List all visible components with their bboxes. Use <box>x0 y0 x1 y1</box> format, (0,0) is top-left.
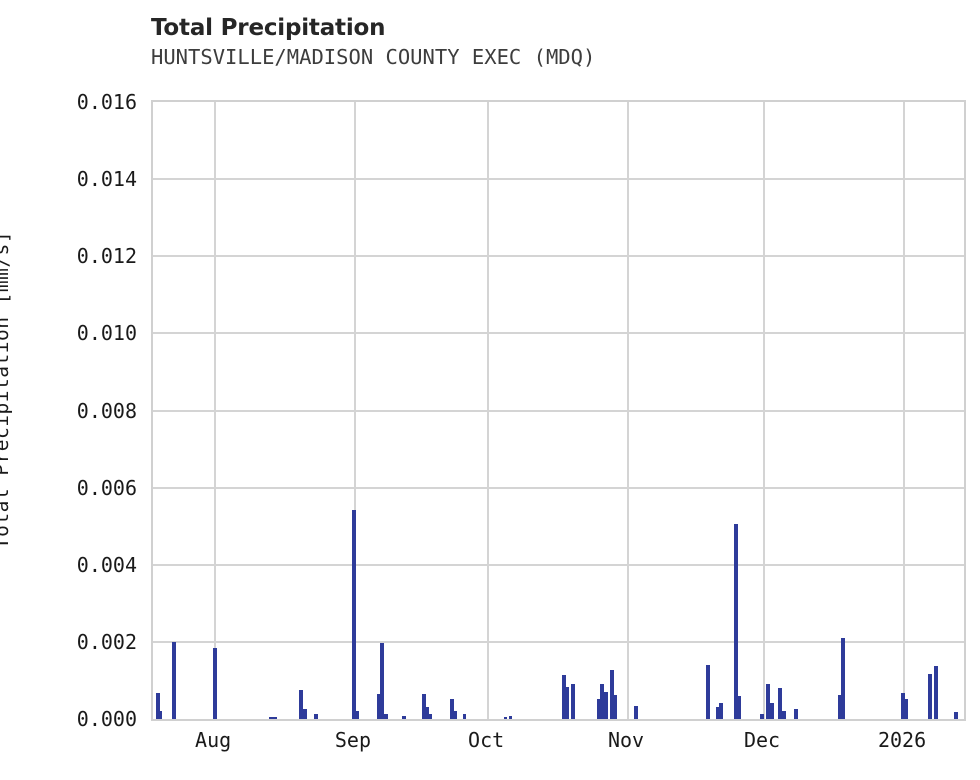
y-axis-tick-label: 0.014 <box>76 167 137 192</box>
bar <box>299 689 303 719</box>
x-axis-tick-label: Dec <box>743 728 781 752</box>
y-axis-tick-label: 0.004 <box>76 552 137 577</box>
bar <box>719 703 723 719</box>
y-axis-tick-label: 0.012 <box>76 244 137 269</box>
bar <box>904 698 908 719</box>
bar <box>706 665 710 719</box>
bar <box>934 665 938 719</box>
y-axis-label: Total Precipitation [mm/s] <box>0 230 13 550</box>
bar <box>565 686 569 719</box>
y-axis-tick-label: 0.008 <box>76 398 137 423</box>
bar <box>402 715 406 719</box>
bar <box>352 510 356 719</box>
chart-subtitle: HUNTSVILLE/MADISON COUNTY EXEC (MDQ) <box>151 45 596 69</box>
title-block: Total Precipitation HUNTSVILLE/MADISON C… <box>151 14 951 71</box>
y-axis-tick-label: 0.006 <box>76 475 137 500</box>
bar <box>453 711 457 719</box>
bar <box>716 707 720 719</box>
bar <box>380 643 384 719</box>
bar <box>172 641 176 719</box>
bar <box>734 523 738 719</box>
gridline-horizontal <box>153 486 964 489</box>
bar <box>838 695 842 719</box>
bar <box>604 692 608 719</box>
bar <box>213 647 217 719</box>
bar <box>158 710 162 719</box>
bar <box>450 698 454 719</box>
plot-area <box>151 100 966 721</box>
bar <box>782 711 786 719</box>
gridline-vertical <box>487 102 490 719</box>
bar <box>600 684 604 719</box>
bar <box>794 708 798 719</box>
gridline-vertical <box>627 102 629 719</box>
bar <box>156 692 160 719</box>
gridline-horizontal <box>153 255 964 258</box>
gridline-horizontal <box>153 409 964 412</box>
bar <box>355 710 359 719</box>
bar-series <box>153 102 964 719</box>
bar <box>737 695 741 719</box>
bar <box>273 717 277 719</box>
bar <box>508 716 513 719</box>
x-axis-tick-label: Sep <box>334 728 371 752</box>
gridline-vertical <box>903 102 906 719</box>
bar <box>562 674 566 719</box>
gridline-horizontal <box>153 563 964 566</box>
bar <box>314 714 318 719</box>
bar <box>901 692 905 719</box>
bar <box>428 714 432 719</box>
bar <box>770 702 774 719</box>
bar <box>422 693 426 719</box>
bar <box>760 714 764 719</box>
bar <box>571 684 575 719</box>
bar <box>269 717 273 719</box>
y-axis-tick-label: 0.016 <box>76 90 137 114</box>
y-axis-tick-label: 0.010 <box>76 321 137 346</box>
bar <box>377 693 381 719</box>
gridline-horizontal <box>153 640 964 643</box>
bar <box>610 669 614 719</box>
bar <box>597 699 601 719</box>
bar <box>463 714 467 719</box>
y-axis-tick-label: 0.002 <box>76 629 137 654</box>
bar <box>954 712 958 719</box>
bar <box>384 714 388 719</box>
bar <box>613 695 617 719</box>
bar <box>841 638 845 719</box>
y-axis-tick-label: 0.000 <box>76 707 137 731</box>
bar <box>634 706 638 719</box>
bar <box>425 707 429 719</box>
x-axis-tick-label: Nov <box>607 728 645 752</box>
gridline-horizontal <box>153 332 964 335</box>
gridline-horizontal <box>153 178 964 181</box>
x-axis-tick-label: 2026 <box>877 728 927 752</box>
bar <box>303 709 307 719</box>
x-axis-tick-label: Oct <box>468 728 505 752</box>
bar <box>778 688 782 719</box>
bar <box>503 716 508 719</box>
gridline-vertical <box>763 102 765 719</box>
bar <box>766 684 770 719</box>
bar <box>928 673 932 719</box>
gridline-vertical <box>353 102 356 719</box>
gridline-vertical <box>214 102 217 719</box>
page-title: Total Precipitation <box>151 15 386 41</box>
x-axis-tick-label: Aug <box>195 728 232 752</box>
